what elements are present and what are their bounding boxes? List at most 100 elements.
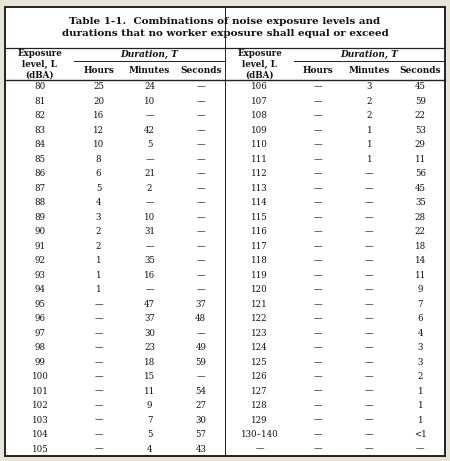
Text: 103: 103 (32, 416, 48, 425)
Text: Seconds: Seconds (400, 66, 441, 75)
Text: —: — (365, 213, 374, 222)
Text: —: — (314, 445, 323, 454)
Text: —: — (145, 155, 154, 164)
Text: Hours: Hours (83, 66, 114, 75)
Text: 127: 127 (251, 387, 268, 396)
Text: —: — (94, 314, 103, 323)
Text: 18: 18 (144, 358, 155, 367)
Text: —: — (94, 343, 103, 352)
Text: —: — (94, 445, 103, 454)
Text: 57: 57 (195, 430, 206, 439)
Text: 2: 2 (96, 227, 101, 236)
Text: 1: 1 (96, 271, 101, 280)
Text: —: — (94, 300, 103, 309)
Text: 30: 30 (195, 416, 206, 425)
Text: —: — (145, 112, 154, 120)
Text: 91: 91 (34, 242, 45, 251)
Text: —: — (197, 372, 205, 381)
Text: 47: 47 (144, 300, 155, 309)
Text: —: — (94, 358, 103, 367)
Text: —: — (365, 169, 374, 178)
Text: —: — (314, 112, 323, 120)
Text: 85: 85 (34, 155, 45, 164)
Text: —: — (365, 198, 374, 207)
Text: 53: 53 (415, 126, 426, 135)
Text: —: — (365, 285, 374, 294)
Text: —: — (255, 445, 264, 454)
Text: 37: 37 (195, 300, 206, 309)
Text: —: — (365, 256, 374, 266)
Text: —: — (314, 329, 323, 338)
Text: 14: 14 (415, 256, 426, 266)
Text: 1: 1 (366, 141, 372, 149)
Text: —: — (314, 343, 323, 352)
Text: Duration, T: Duration, T (121, 50, 179, 59)
Text: —: — (197, 242, 205, 251)
Text: 120: 120 (251, 285, 268, 294)
Text: 111: 111 (251, 155, 268, 164)
Text: 15: 15 (144, 372, 155, 381)
Text: 31: 31 (144, 227, 155, 236)
Text: 6: 6 (418, 314, 423, 323)
Text: 56: 56 (415, 169, 426, 178)
Text: 3: 3 (367, 83, 372, 91)
Text: 1: 1 (418, 387, 423, 396)
Text: 24: 24 (144, 83, 155, 91)
Text: —: — (314, 141, 323, 149)
Text: 3: 3 (418, 343, 423, 352)
Text: —: — (365, 184, 374, 193)
Text: Hours: Hours (303, 66, 333, 75)
Text: 45: 45 (415, 184, 426, 193)
Text: —: — (94, 329, 103, 338)
Text: 11: 11 (415, 155, 426, 164)
Text: 2: 2 (366, 112, 372, 120)
Text: 2: 2 (366, 97, 372, 106)
Text: —: — (197, 126, 205, 135)
Text: 42: 42 (144, 126, 155, 135)
Text: —: — (197, 256, 205, 266)
Text: 27: 27 (195, 401, 206, 410)
Text: —: — (197, 213, 205, 222)
Text: —: — (416, 445, 425, 454)
Text: 106: 106 (251, 83, 268, 91)
Text: 98: 98 (34, 343, 45, 352)
Text: 123: 123 (251, 329, 268, 338)
Text: —: — (314, 372, 323, 381)
Text: 49: 49 (195, 343, 206, 352)
Text: 115: 115 (251, 213, 268, 222)
Text: 11: 11 (144, 387, 155, 396)
Text: —: — (314, 314, 323, 323)
Text: —: — (365, 401, 374, 410)
Text: —: — (197, 112, 205, 120)
Text: 128: 128 (251, 401, 268, 410)
Text: 11: 11 (415, 271, 426, 280)
Text: Table 1-1.  Combinations of noise exposure levels and
durations that no worker e: Table 1-1. Combinations of noise exposur… (62, 17, 388, 38)
Text: —: — (365, 372, 374, 381)
Text: 43: 43 (195, 445, 206, 454)
Text: 82: 82 (34, 112, 45, 120)
Text: 94: 94 (34, 285, 45, 294)
Text: —: — (197, 271, 205, 280)
Text: 4: 4 (418, 329, 423, 338)
Text: —: — (365, 329, 374, 338)
Text: 48: 48 (195, 314, 207, 323)
Text: 116: 116 (251, 227, 268, 236)
Text: —: — (314, 184, 323, 193)
Text: —: — (145, 198, 154, 207)
Text: 119: 119 (251, 271, 268, 280)
Text: —: — (365, 314, 374, 323)
Text: —: — (197, 169, 205, 178)
Text: —: — (314, 256, 323, 266)
Text: 10: 10 (93, 141, 104, 149)
Text: 25: 25 (93, 83, 104, 91)
Text: —: — (365, 227, 374, 236)
Text: 113: 113 (251, 184, 268, 193)
Text: 90: 90 (34, 227, 45, 236)
Text: 18: 18 (415, 242, 426, 251)
Text: 89: 89 (34, 213, 45, 222)
Text: —: — (197, 227, 205, 236)
Text: —: — (197, 97, 205, 106)
Text: 92: 92 (34, 256, 45, 266)
Text: 23: 23 (144, 343, 155, 352)
Text: 97: 97 (34, 329, 45, 338)
